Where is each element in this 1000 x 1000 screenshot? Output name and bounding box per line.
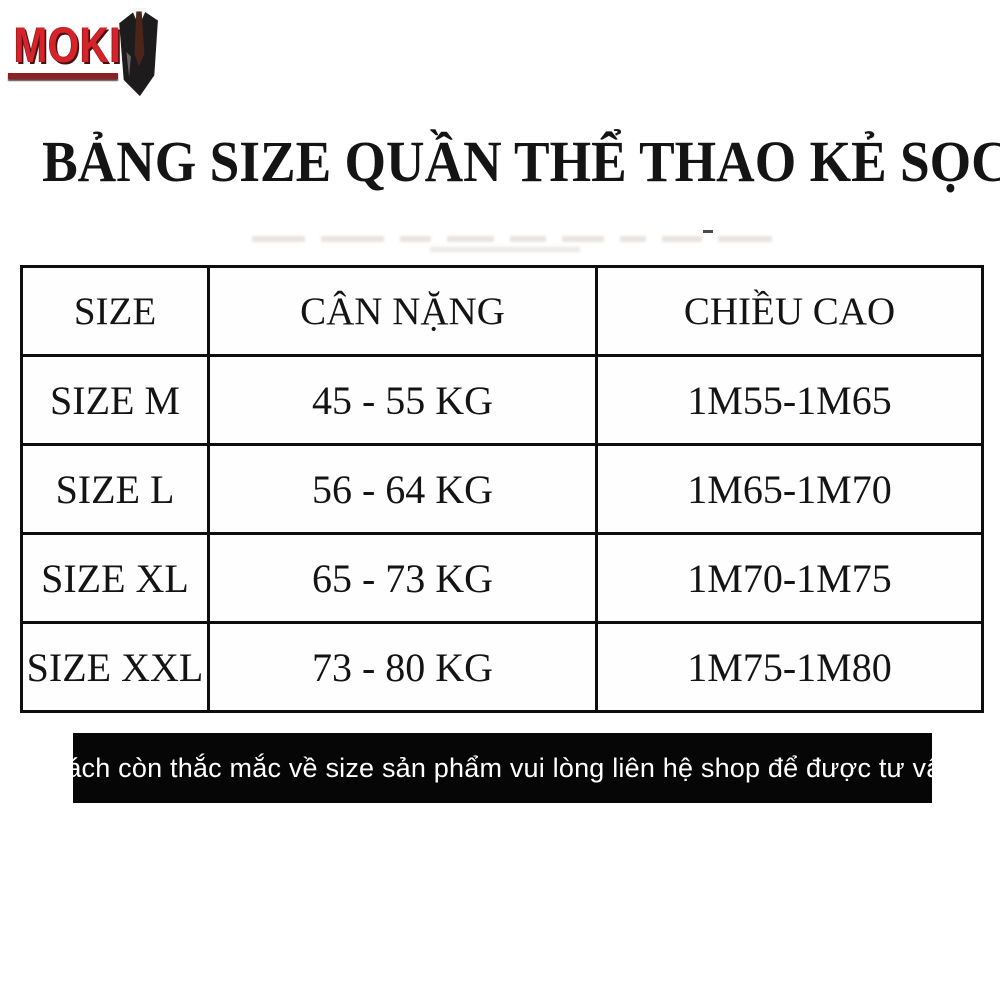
- table-row: SIZE M 45 - 55 KG 1M55-1M65: [20, 354, 984, 446]
- weight-cell: 45 - 55 KG: [207, 354, 598, 446]
- faded-text-artifact-2: [430, 247, 580, 252]
- column-header-weight: CÂN NẶNG: [207, 265, 598, 357]
- size-table: SIZE CÂN NẶNG CHIỀU CAO SIZE M 45 - 55 K…: [20, 265, 984, 713]
- brand-logo: MOKI: [0, 0, 200, 110]
- table-header-row: SIZE CÂN NẶNG CHIỀU CAO: [20, 265, 984, 357]
- weight-cell: 73 - 80 KG: [207, 621, 598, 713]
- suit-tie-icon: [119, 7, 158, 97]
- weight-cell: 65 - 73 KG: [207, 532, 598, 624]
- height-cell: 1M65-1M70: [595, 443, 984, 535]
- table-row: SIZE XL 65 - 73 KG 1M70-1M75: [20, 532, 984, 624]
- size-cell: SIZE L: [20, 443, 210, 535]
- size-cell: SIZE XL: [20, 532, 210, 624]
- footer-banner: Quý khách còn thắc mắc về size sản phẩm …: [0, 733, 1000, 803]
- height-cell: 1M70-1M75: [595, 532, 984, 624]
- height-cell: 1M75-1M80: [595, 621, 984, 713]
- size-cell: SIZE XXL: [20, 621, 210, 713]
- size-cell: SIZE M: [20, 354, 210, 446]
- brand-underline: [8, 73, 118, 79]
- column-header-size: SIZE: [20, 265, 210, 357]
- table-row: SIZE XXL 73 - 80 KG 1M75-1M80: [20, 621, 984, 713]
- faded-text-artifact: [252, 226, 772, 252]
- table-row: SIZE L 56 - 64 KG 1M65-1M70: [20, 443, 984, 535]
- weight-cell: 56 - 64 KG: [207, 443, 598, 535]
- column-header-height: CHIỀU CAO: [595, 265, 984, 357]
- page-title-text: BẢNG SIZE QUẦN THỂ THAO KẺ SỌC: [42, 129, 1000, 194]
- height-cell: 1M55-1M65: [595, 354, 984, 446]
- faded-dash-artifact: [703, 230, 713, 233]
- footer-note: Quý khách còn thắc mắc về size sản phẩm …: [0, 752, 1000, 783]
- brand-text: MOKI: [14, 17, 122, 73]
- page-title: BẢNG SIZE QUẦN THỂ THAO KẺ SỌC: [0, 130, 1000, 194]
